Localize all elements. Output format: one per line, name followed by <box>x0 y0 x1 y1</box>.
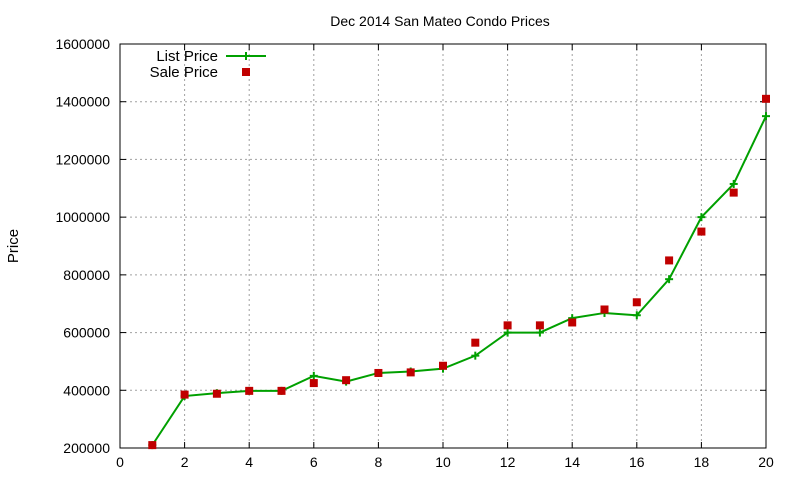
x-tick-label: 4 <box>245 454 253 470</box>
sale-price-point <box>568 318 577 327</box>
sale-price-point <box>374 368 383 377</box>
x-tick-label: 16 <box>629 454 645 470</box>
x-tick-label: 14 <box>564 454 580 470</box>
y-tick-label: 1600000 <box>55 36 110 52</box>
x-tick-label: 0 <box>116 454 124 470</box>
x-tick-label: 10 <box>435 454 451 470</box>
sale-price-point <box>406 368 415 377</box>
sale-price-point <box>471 338 480 347</box>
y-axis-label: Price <box>5 229 22 263</box>
series-sale-price <box>148 94 770 450</box>
y-tick-label: 600000 <box>63 325 110 341</box>
y-tick-label: 1400000 <box>55 94 110 110</box>
list-price-point <box>471 351 480 360</box>
sale-price-point <box>342 376 351 385</box>
axis-ticks: 0 2 4 6 8 10 12 14 16 18 20 200000 400000 600000 80000… <box>55 36 774 470</box>
y-tick-label: 800000 <box>63 267 110 283</box>
list-price-point <box>665 275 674 284</box>
y-tick-label: 200000 <box>63 440 110 456</box>
legend-label: Sale Price <box>150 64 218 81</box>
sale-price-point <box>729 188 738 197</box>
sale-price-point <box>439 361 447 370</box>
x-tick-label: 6 <box>310 454 318 470</box>
legend-label: List Price <box>156 48 218 65</box>
sale-price-point <box>245 386 254 395</box>
sale-price-point <box>632 298 641 307</box>
x-tick-label: 8 <box>375 454 383 470</box>
list-price-point <box>632 311 641 320</box>
y-tick-label: 1000000 <box>55 209 110 225</box>
sale-price-point <box>665 256 674 265</box>
legend-square-marker <box>242 68 250 76</box>
sale-price-point <box>600 305 609 314</box>
sale-price-point <box>212 389 221 398</box>
x-tick-label: 12 <box>500 454 516 470</box>
sale-price-point <box>762 94 770 103</box>
x-tick-label: 2 <box>181 454 189 470</box>
grid <box>120 44 766 448</box>
y-tick-label: 400000 <box>63 382 110 398</box>
list-price-point <box>503 328 512 337</box>
sale-price-point <box>697 227 706 236</box>
sale-price-point <box>148 441 157 450</box>
list-price-point <box>697 213 706 222</box>
x-tick-label: 18 <box>694 454 710 470</box>
sale-price-point <box>180 390 189 399</box>
list-price-line <box>151 115 767 446</box>
x-tick-label: 20 <box>758 454 774 470</box>
sale-price-point <box>309 379 318 388</box>
chart-title: Dec 2014 San Mateo Condo Prices <box>330 13 549 29</box>
sale-price-point <box>535 321 544 330</box>
sale-price-point <box>503 321 512 330</box>
legend-plus-marker <box>242 52 250 60</box>
list-price-point <box>309 371 318 380</box>
y-tick-label: 1200000 <box>55 151 110 167</box>
list-price-point <box>729 179 738 188</box>
series <box>148 94 770 450</box>
list-price-point <box>535 328 544 337</box>
list-price-point <box>762 112 770 121</box>
sale-price-point <box>277 386 286 395</box>
